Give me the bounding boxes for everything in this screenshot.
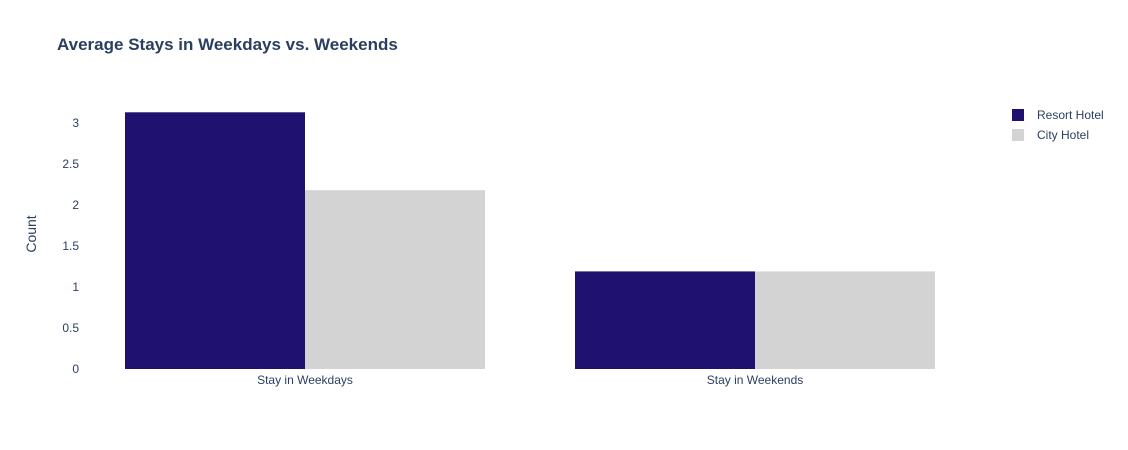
y-tick-label: 0: [72, 362, 79, 376]
bar-city-hotel-0[interactable]: [305, 190, 485, 369]
y-axis-title: Count: [23, 215, 39, 252]
y-tick-label: 0.5: [62, 321, 79, 335]
y-tick-label: 2.5: [62, 157, 79, 171]
bar-resort-hotel-0[interactable]: [125, 112, 305, 370]
x-tick-label: Stay in Weekends: [707, 373, 804, 387]
bar-city-hotel-1[interactable]: [755, 271, 935, 369]
y-tick-label: 1.5: [62, 239, 79, 253]
y-tick-label: 1: [72, 280, 79, 294]
y-tick-label: 3: [72, 116, 79, 130]
legend-swatch[interactable]: [1012, 109, 1024, 121]
legend-swatch[interactable]: [1012, 129, 1024, 141]
legend: Resort Hotel City Hotel: [1012, 108, 1104, 142]
chart-title: Average Stays in Weekdays vs. Weekends: [57, 35, 398, 54]
y-tick-label: 2: [72, 198, 79, 212]
bar-resort-hotel-1[interactable]: [575, 271, 755, 369]
legend-label[interactable]: Resort Hotel: [1037, 108, 1104, 122]
plot-area: 0 0.5 1 1.5 2 2.5 3 Stay in Weekdays Stay in Wee…: [62, 112, 935, 387]
legend-label[interactable]: City Hotel: [1037, 128, 1089, 142]
x-tick-label: Stay in Weekdays: [257, 373, 353, 387]
